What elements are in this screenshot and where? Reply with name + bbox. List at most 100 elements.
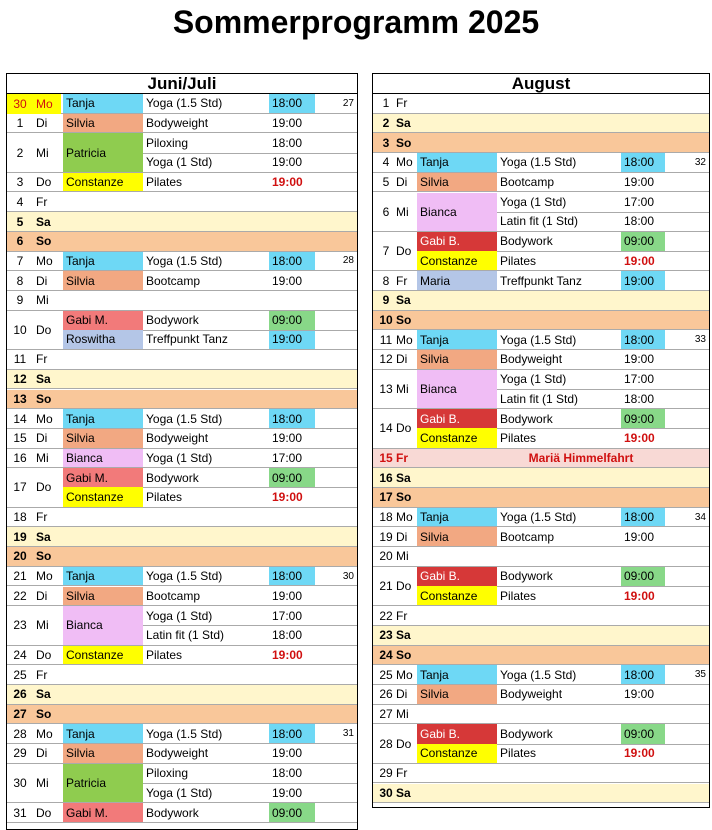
day-number: 21	[379, 578, 393, 593]
day-row: 24 Do Constanze Pilates 19:00	[7, 645, 357, 666]
instructor: Constanze	[417, 251, 497, 271]
session: Constanze Pilates 19:00	[373, 585, 709, 606]
instructor: Silvia	[63, 113, 143, 133]
activity: Yoga (1.5 Std)	[146, 253, 223, 268]
time: 18:00	[272, 766, 303, 781]
day-number: 27	[13, 707, 27, 722]
day-number: 8	[382, 273, 390, 288]
session: Gabi B. Bodywork 09:00	[373, 724, 709, 744]
session: Constanze Pilates 19:00	[373, 251, 709, 271]
instructor: Gabi B.	[417, 724, 497, 744]
week-number: 31	[342, 728, 354, 740]
session: Tanja Yoga (1.5 Std) 18:00	[373, 507, 709, 527]
weekday: Mi	[396, 204, 409, 219]
weekday: Di	[396, 175, 408, 190]
day-row: 15 Di Silvia Bodyweight 19:00	[7, 428, 357, 449]
weekday: So	[396, 313, 412, 328]
activity: Bodywork	[500, 569, 553, 584]
time: 19:00	[272, 175, 303, 190]
activity: Pilates	[500, 746, 537, 761]
activity: Bootcamp	[146, 273, 201, 288]
time: 18:00	[621, 665, 665, 684]
time: 18:00	[269, 94, 315, 113]
weekday: Di	[396, 687, 408, 702]
day-row: 20 So	[7, 547, 357, 567]
time: 19:00	[624, 430, 655, 445]
day-number: 1	[382, 96, 390, 111]
activity: Pilates	[500, 430, 537, 445]
day-number: 15	[379, 450, 393, 465]
weekday: Do	[36, 647, 52, 662]
weekday: Sa	[396, 116, 411, 131]
instructor: Tanja	[63, 724, 143, 744]
weekday: Fr	[36, 194, 48, 209]
day-number: 7	[16, 253, 24, 268]
weekday: Sa	[396, 785, 411, 800]
month-header: August	[373, 74, 709, 94]
day-number: 5	[382, 175, 390, 190]
session: Silvia Bodyweight 19:00	[7, 744, 357, 763]
instructor: Gabi M.	[63, 803, 143, 822]
activity: Bootcamp	[146, 588, 201, 603]
activity: Bootcamp	[500, 175, 555, 190]
activity: Bodyweight	[500, 352, 563, 367]
day-row: 3 So	[373, 133, 709, 154]
day-row: 14 Do Gabi B. Bodywork 09:00 Constanze Pilates…	[373, 409, 709, 449]
session: Yoga (1 Std) 17:00	[373, 370, 709, 389]
day-number: 10	[379, 313, 393, 328]
day-row: 24 So	[373, 645, 709, 666]
instructor: Constanze	[417, 428, 497, 448]
activity: Yoga (1.5 Std)	[500, 667, 577, 682]
activity: Bodywork	[146, 470, 199, 485]
instructor: Silvia	[63, 271, 143, 290]
weekday: Mo	[36, 569, 53, 584]
session: Constanze Pilates 19:00	[7, 172, 357, 192]
weekday: Do	[396, 421, 412, 436]
instructor: Roswitha	[63, 329, 143, 350]
time: 18:00	[621, 330, 665, 350]
weekday: Di	[36, 746, 48, 761]
time: 18:00	[621, 153, 665, 172]
instructor: Constanze	[63, 487, 143, 507]
weekday: Sa	[36, 529, 51, 544]
day-row: 11 Mo Tanja Yoga (1.5 Std) 18:00 33	[373, 330, 709, 351]
weekday: So	[36, 391, 52, 406]
session: Constanze Pilates 19:00	[373, 743, 709, 763]
activity: Treffpunkt Tanz	[500, 273, 582, 288]
time: 19:00	[624, 175, 655, 190]
weekday: Di	[36, 431, 48, 446]
day-row: 29 Di Silvia Bodyweight 19:00	[7, 744, 357, 764]
day-number: 19	[13, 529, 27, 544]
weekday: Fr	[36, 352, 48, 367]
row-divider	[143, 152, 357, 154]
activity: Latin fit (1 Std)	[500, 214, 579, 229]
time: 18:00	[269, 409, 315, 428]
weekday: Fr	[36, 510, 48, 525]
day-row: 19 Sa	[7, 527, 357, 548]
time: 09:00	[621, 409, 665, 429]
time: 19:00	[624, 687, 655, 702]
day-row: 14 Mo Tanja Yoga (1.5 Std) 18:00	[7, 409, 357, 429]
week-number: 28	[342, 255, 354, 267]
day-number: 30	[13, 775, 27, 790]
weekday: Mo	[36, 411, 53, 426]
session: Latin fit (1 Std) 18:00	[373, 389, 709, 408]
weekday: Mo	[396, 155, 413, 170]
day-number: 26	[13, 687, 27, 702]
instructor: Tanja	[417, 330, 497, 350]
day-row: 9 Mi	[7, 291, 357, 311]
day-number: 3	[382, 135, 390, 150]
weekday: Fr	[396, 96, 408, 111]
day-row: 21 Do Gabi B. Bodywork 09:00 Constanze Pilates…	[373, 566, 709, 607]
day-number: 28	[379, 736, 393, 751]
activity: Pilates	[500, 588, 537, 603]
weekday: Fr	[396, 766, 408, 781]
instructor: Maria	[417, 271, 497, 290]
day-number: 22	[379, 608, 393, 623]
day-number: 30	[7, 94, 33, 114]
week-number: 35	[694, 669, 706, 681]
time: 18:00	[621, 507, 665, 527]
time: 18:00	[272, 627, 303, 642]
weekday: Fr	[396, 273, 408, 288]
day-row: 20 Mi	[373, 547, 709, 567]
